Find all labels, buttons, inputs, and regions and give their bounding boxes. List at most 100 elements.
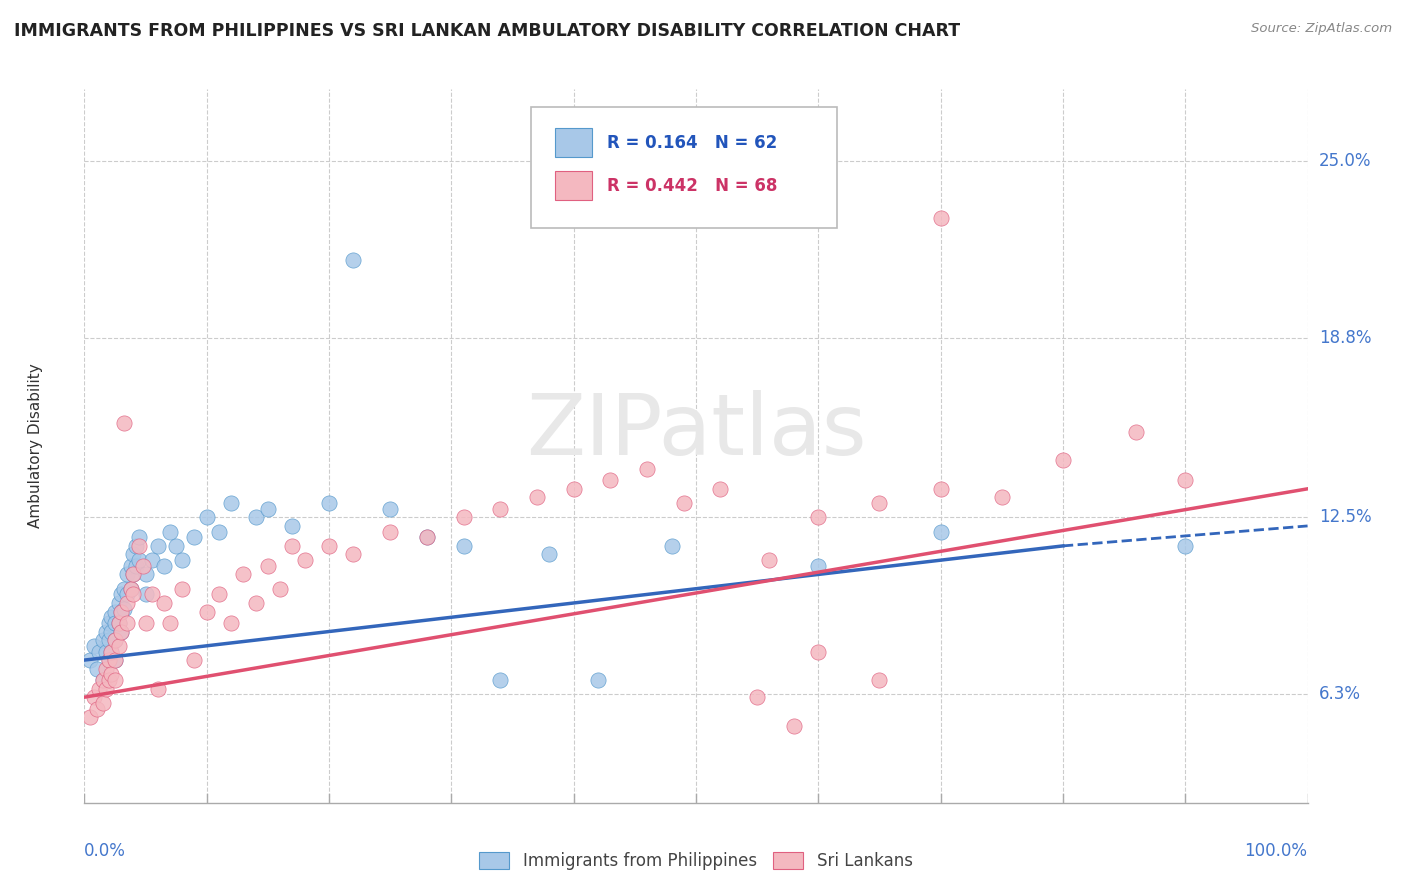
Point [195,510,218,524]
Point [709,482,731,496]
Point [219,496,242,510]
Point [380,524,402,539]
Point [318,539,340,553]
Point [132,558,155,573]
Point [128,539,150,553]
Point [453,539,475,553]
Point [661,539,683,553]
Point [141,587,163,601]
Point [115,596,138,610]
Point [783,719,806,733]
Point [122,548,145,562]
Point [110,605,132,619]
Point [122,567,145,582]
Point [990,491,1012,505]
Point [1174,473,1197,487]
Point [96,624,118,639]
Point [122,567,145,582]
Point [120,558,142,573]
Text: Source: ZipAtlas.com: Source: ZipAtlas.com [1251,22,1392,36]
Point [135,615,157,630]
Point [135,567,157,582]
Point [91,633,114,648]
Point [342,548,364,562]
Point [526,491,548,505]
Point [929,482,952,496]
Point [1125,425,1147,439]
Legend: Immigrants from Philippines, Sri Lankans: Immigrants from Philippines, Sri Lankans [472,845,920,877]
Point [183,530,205,544]
Point [245,510,267,524]
Point [86,701,108,715]
Point [172,553,194,567]
Text: ZIPatlas: ZIPatlas [526,390,866,474]
Point [100,667,122,681]
Point [245,596,267,610]
Point [96,681,118,696]
Point [281,539,304,553]
Point [153,558,176,573]
Point [929,211,952,225]
FancyBboxPatch shape [531,107,837,228]
Point [128,530,150,544]
Text: 100.0%: 100.0% [1244,842,1308,860]
Point [146,681,169,696]
Point [83,639,105,653]
Point [562,482,585,496]
Point [79,653,101,667]
Point [110,587,132,601]
Point [107,596,129,610]
Text: IMMIGRANTS FROM PHILIPPINES VS SRI LANKAN AMBULATORY DISABILITY CORRELATION CHAR: IMMIGRANTS FROM PHILIPPINES VS SRI LANKA… [14,22,960,40]
Point [232,567,254,582]
Point [636,462,658,476]
Point [104,615,127,630]
Point [538,548,561,562]
FancyBboxPatch shape [555,171,592,200]
Text: Ambulatory Disability: Ambulatory Disability [28,364,44,528]
Text: 6.3%: 6.3% [1319,685,1361,703]
Point [91,696,114,710]
Point [929,524,952,539]
Point [380,501,402,516]
Point [159,615,181,630]
Point [100,644,122,658]
Point [120,582,142,596]
Point [257,558,280,573]
Point [159,524,181,539]
Point [195,605,218,619]
Point [115,615,138,630]
Point [104,633,127,648]
Point [100,610,122,624]
Point [97,653,120,667]
Point [97,633,120,648]
Point [104,605,127,619]
Point [453,510,475,524]
Point [112,416,135,430]
Point [672,496,695,510]
Point [110,624,132,639]
Point [87,644,110,658]
Point [96,662,118,676]
Point [257,501,280,516]
Point [104,633,127,648]
Point [758,553,780,567]
Point [79,710,101,724]
Point [83,690,105,705]
Point [807,510,830,524]
Point [489,501,512,516]
Point [125,558,148,573]
Point [112,582,135,596]
Point [107,639,129,653]
Point [599,473,621,487]
Point [281,519,304,533]
Point [208,524,231,539]
Point [318,496,340,510]
Point [91,673,114,687]
Text: R = 0.164   N = 62: R = 0.164 N = 62 [606,134,778,152]
Point [86,662,108,676]
Point [135,587,157,601]
Point [97,653,120,667]
Point [110,605,132,619]
Point [869,496,891,510]
Point [91,673,114,687]
